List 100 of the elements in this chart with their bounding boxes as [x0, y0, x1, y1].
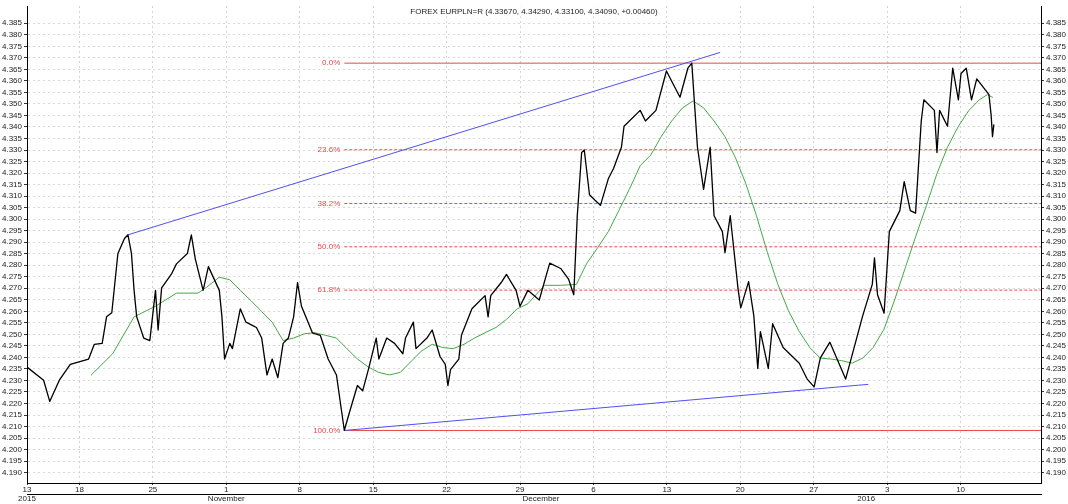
y2-tick-label: 4.335	[1, 133, 23, 143]
y2-tick-label: 4.340	[1, 122, 23, 132]
y-tick-label: 4.190	[1046, 467, 1067, 477]
y2-tick-label: 4.285	[1, 248, 23, 258]
y2-tick-label: 4.290	[1, 237, 23, 247]
y2-tick-label: 4.215	[1, 410, 23, 420]
y2-tick-label: 4.195	[1, 456, 23, 466]
y2-tick-label: 4.275	[1, 271, 23, 281]
y-tick-label: 4.255	[1046, 318, 1067, 328]
y-tick-label: 4.365	[1046, 64, 1067, 74]
annotation: 61.8%	[317, 285, 341, 295]
x-tick-label: 15	[368, 485, 379, 495]
y2-tick-label: 4.250	[1, 329, 23, 339]
y2-tick-label: 4.315	[1, 179, 23, 189]
y-tick-label: 4.370	[1046, 53, 1067, 63]
y2-tick-label: 4.255	[1, 318, 23, 328]
x-tick-label: 29	[515, 485, 526, 495]
chart-title: FOREX EURPLN=R (4.33670, 4.34290, 4.33100, 4.34090, +0.00460)	[410, 7, 658, 17]
y-tick-label: 4.260	[1046, 306, 1067, 316]
y2-tick-label: 4.205	[1, 433, 23, 443]
y-tick-label: 4.275	[1046, 271, 1067, 281]
y-tick-label: 4.305	[1046, 202, 1067, 212]
x-tick-label: 13	[22, 485, 32, 495]
y-tick-label: 4.320	[1046, 168, 1067, 178]
y-tick-label: 4.345	[1046, 110, 1067, 120]
y2-tick-label: 4.345	[1, 110, 23, 120]
y-tick-label: 4.355	[1046, 87, 1067, 97]
y-tick-label: 4.195	[1046, 456, 1067, 466]
annotation: 50.0%	[317, 242, 341, 252]
y-tick-label: 4.200	[1046, 444, 1067, 454]
y2-tick-label: 4.225	[1, 387, 23, 397]
y-tick-label: 4.350	[1046, 99, 1067, 109]
x-tick-label: 22	[442, 485, 452, 495]
x-tick-label: 27	[809, 485, 819, 495]
y2-tick-label: 4.385	[1, 18, 23, 28]
y-tick-label: 4.270	[1046, 283, 1067, 293]
annotation: 100.0%	[313, 425, 341, 435]
y-tick-label: 4.210	[1046, 421, 1067, 431]
y2-tick-label: 4.295	[1, 225, 23, 235]
y-tick-label: 4.220	[1046, 398, 1067, 408]
y-tick-label: 4.250	[1046, 329, 1067, 339]
y-tick-label: 4.295	[1046, 225, 1067, 235]
y-tick-label: 4.325	[1046, 156, 1067, 166]
y-tick-label: 4.245	[1046, 341, 1067, 351]
y-tick-label: 4.340	[1046, 122, 1067, 132]
y2-tick-label: 4.325	[1, 156, 23, 166]
x-tick-label: 20	[735, 485, 746, 495]
annotation: 38.2%	[317, 198, 341, 208]
y2-tick-label: 4.245	[1, 341, 23, 351]
x2-tick-label: December	[522, 494, 560, 504]
y2-tick-label: 4.375	[1, 41, 23, 51]
y2-tick-label: 4.260	[1, 306, 23, 316]
y-tick-label: 4.335	[1046, 133, 1067, 143]
y-tick-label: 4.290	[1046, 237, 1067, 247]
x-tick-label: 18	[75, 485, 85, 495]
y-tick-label: 4.215	[1046, 410, 1067, 420]
y2-tick-label: 4.265	[1, 295, 23, 305]
y-tick-label: 4.385	[1046, 18, 1067, 28]
y2-tick-label: 4.305	[1, 202, 23, 212]
y2-tick-label: 4.240	[1, 352, 23, 362]
x-tick-label: 1	[224, 485, 230, 495]
y2-tick-label: 4.220	[1, 398, 23, 408]
y2-tick-label: 4.355	[1, 87, 23, 97]
y-tick-label: 4.360	[1046, 76, 1067, 86]
y-tick-label: 4.230	[1046, 375, 1067, 385]
y-tick-label: 4.240	[1046, 352, 1067, 362]
y-tick-label: 4.225	[1046, 387, 1067, 397]
y-tick-label: 4.310	[1046, 191, 1067, 201]
y-tick-label: 4.235	[1046, 364, 1067, 374]
y2-tick-label: 4.330	[1, 145, 23, 155]
y2-tick-label: 4.380	[1, 30, 23, 40]
x-tick-label: 13	[662, 485, 672, 495]
x-tick-label: 3	[884, 485, 890, 495]
y-tick-label: 4.330	[1046, 145, 1067, 155]
x2-tick-label: 2015	[18, 494, 37, 504]
x2-tick-label: 2016	[857, 494, 876, 504]
annotation: 23.6%	[317, 144, 341, 154]
annotation: 0.0%	[322, 58, 341, 68]
y2-tick-label: 4.230	[1, 375, 23, 385]
x-tick-label: 8	[297, 485, 303, 495]
y2-tick-label: 4.320	[1, 168, 23, 178]
y-tick-label: 4.315	[1046, 179, 1067, 189]
y2-tick-label: 4.310	[1, 191, 23, 201]
y-tick-label: 4.265	[1046, 295, 1067, 305]
y2-tick-label: 4.280	[1, 260, 23, 270]
y2-tick-label: 4.190	[1, 467, 23, 477]
y2-tick-label: 4.365	[1, 64, 23, 74]
y2-tick-label: 4.235	[1, 364, 23, 374]
y2-tick-label: 4.270	[1, 283, 23, 293]
y2-tick-label: 4.300	[1, 214, 23, 224]
x2-tick-label: November	[207, 494, 246, 504]
y-tick-label: 4.280	[1046, 260, 1067, 270]
y-tick-label: 4.380	[1046, 30, 1067, 40]
y-tick-label: 4.285	[1046, 248, 1067, 258]
y2-tick-label: 4.210	[1, 421, 23, 431]
y2-tick-label: 4.360	[1, 76, 23, 86]
x-tick-label: 10	[956, 485, 966, 495]
y2-tick-label: 4.200	[1, 444, 23, 454]
x-tick-label: 6	[591, 485, 597, 495]
y-tick-label: 4.375	[1046, 41, 1067, 51]
